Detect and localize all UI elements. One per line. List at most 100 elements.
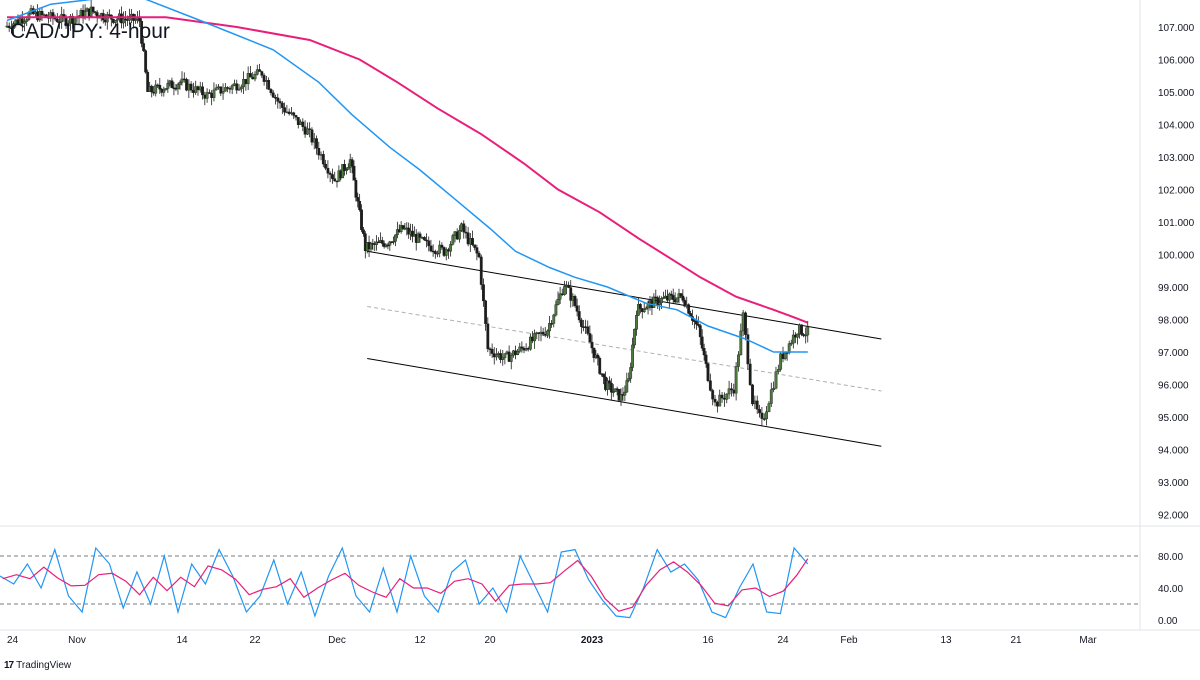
candle-down — [196, 86, 200, 91]
price-tick-label: 107.000 — [1158, 23, 1195, 34]
candle-up — [606, 380, 609, 390]
candle-up — [625, 380, 629, 393]
candle-down — [760, 412, 764, 419]
price-tick-label: 103.000 — [1158, 153, 1195, 164]
price-tick-label: 102.000 — [1158, 186, 1195, 197]
candle-down — [301, 121, 305, 127]
candle-down — [598, 357, 602, 374]
candle-down — [201, 86, 204, 96]
candle-up — [444, 249, 448, 256]
price-tick-label: 105.000 — [1158, 88, 1195, 99]
stochastic-k-line — [0, 546, 809, 619]
candle-up — [237, 88, 241, 91]
candle-down — [433, 251, 437, 254]
candle-up — [734, 366, 738, 394]
candle-up — [646, 302, 650, 309]
candle-down — [573, 296, 577, 306]
candle-down — [95, 12, 99, 17]
candle-down — [362, 229, 365, 234]
candle-up — [457, 230, 461, 240]
candle-down — [276, 97, 280, 102]
candle-down — [422, 237, 426, 241]
candle-down — [251, 76, 255, 80]
candle-down — [656, 297, 660, 306]
candle-down — [146, 71, 150, 92]
candle-up — [806, 326, 810, 336]
candle-up — [122, 18, 125, 24]
candle-up — [164, 88, 168, 91]
candle-down — [278, 101, 282, 104]
candle-down — [350, 159, 354, 167]
candle-down — [377, 241, 380, 244]
candle-down — [7, 25, 11, 28]
candle-up — [162, 89, 166, 93]
candle-up — [518, 346, 522, 352]
candle-down — [751, 384, 754, 405]
candle-down — [602, 373, 606, 378]
candle-down — [210, 92, 214, 98]
candle-down — [723, 397, 726, 400]
candle-down — [258, 69, 261, 72]
candle-down — [317, 148, 321, 156]
stochastic-tick-label: 0.00 — [1158, 616, 1178, 627]
candle-down — [762, 418, 766, 420]
candle-down — [324, 163, 328, 169]
candle-down — [269, 89, 273, 94]
candle-up — [642, 309, 646, 312]
price-tick-label: 93.000 — [1158, 478, 1189, 489]
candle-down — [142, 43, 146, 51]
time-tick-label: 13 — [940, 635, 952, 646]
candle-up — [727, 388, 731, 395]
candle-down — [244, 79, 248, 85]
candle-down — [669, 293, 673, 296]
candle-up — [494, 354, 498, 358]
candle-down — [440, 244, 444, 248]
candle-up — [23, 21, 26, 24]
candle-down — [499, 353, 503, 360]
candle-down — [671, 295, 675, 300]
candle-up — [239, 86, 243, 90]
candle-down — [354, 180, 358, 198]
candle-up — [394, 234, 397, 242]
candle-up — [718, 394, 722, 407]
time-tick-label: 24 — [7, 635, 19, 646]
candle-down — [482, 284, 485, 302]
candle-down — [486, 323, 490, 349]
candle-up — [658, 302, 662, 306]
candle-up — [503, 353, 507, 358]
candle-up — [675, 297, 679, 303]
channel-upper-line — [367, 250, 882, 340]
candle-up — [375, 241, 379, 245]
candle-up — [554, 304, 558, 316]
candle-up — [223, 87, 227, 92]
candle-down — [704, 354, 708, 364]
chart-title: CAD/JPY: 4-hour — [10, 20, 170, 43]
candle-down — [260, 71, 264, 76]
candle-down — [715, 401, 719, 407]
candle-up — [739, 330, 743, 356]
candle-up — [725, 393, 729, 400]
candle-down — [303, 126, 307, 135]
candle-up — [556, 298, 560, 305]
candle-down — [462, 223, 466, 233]
candle-down — [360, 209, 363, 230]
candle-down — [144, 50, 148, 73]
time-tick-label: Mar — [1079, 635, 1097, 646]
price-tick-label: 95.000 — [1158, 413, 1189, 424]
candle-up — [395, 229, 399, 236]
price-tick-label: 99.000 — [1158, 283, 1189, 294]
moving-average-fast-line — [6, 0, 808, 353]
candle-up — [631, 344, 635, 368]
price-tick-label: 97.000 — [1158, 348, 1189, 359]
candle-down — [343, 164, 346, 171]
stochastic-tick-label: 40.00 — [1158, 584, 1183, 595]
candle-up — [290, 112, 293, 114]
candle-up — [633, 328, 636, 346]
candle-down — [588, 333, 592, 343]
candle-up — [305, 128, 309, 135]
time-tick-label: 14 — [176, 635, 188, 646]
stochastic-d-line — [2, 558, 809, 612]
candle-down — [541, 331, 545, 335]
candle-down — [429, 245, 433, 252]
